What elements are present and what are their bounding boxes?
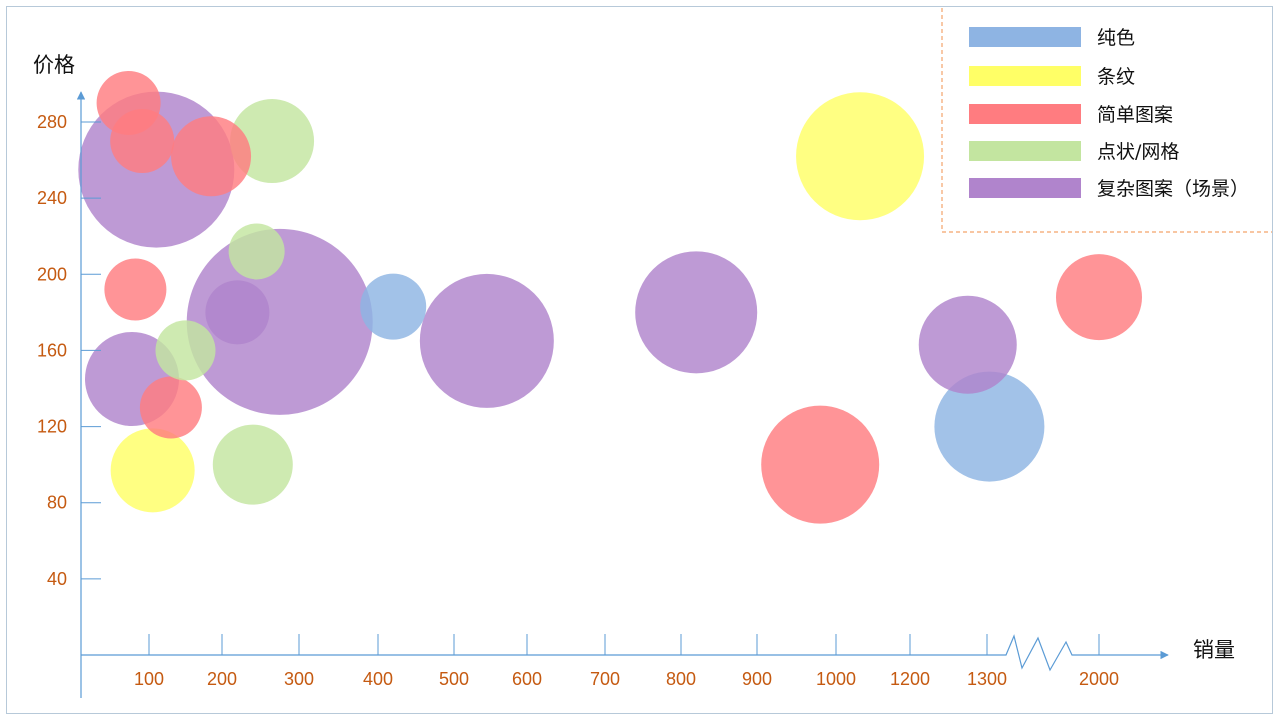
bubble-complex	[419, 273, 554, 408]
x-tick-label: 700	[590, 669, 620, 689]
x-tick-label: 2000	[1079, 669, 1119, 689]
x-tick-label: 400	[363, 669, 393, 689]
x-tick-label: 200	[207, 669, 237, 689]
bubble-dots	[212, 424, 293, 505]
legend-swatch-simple	[969, 104, 1081, 124]
legend-label-simple: 简单图案	[1097, 104, 1173, 126]
bubble-stripe	[796, 92, 925, 221]
legend-label-dots: 点状/网格	[1097, 141, 1179, 163]
legend-swatch-stripe	[969, 66, 1081, 86]
legend-swatch-dots	[969, 141, 1081, 161]
bubble-simple	[1056, 254, 1142, 341]
bubble-simple	[761, 405, 880, 524]
bubble-simple	[139, 376, 202, 439]
bubble-dots	[155, 320, 216, 381]
bubble-stripe	[110, 428, 195, 513]
x-tick-label: 600	[512, 669, 542, 689]
bubbles-layer	[78, 70, 1142, 524]
legend-label-complex: 复杂图案（场景）	[1097, 178, 1249, 200]
legend-label-stripe: 条纹	[1097, 66, 1135, 88]
x-tick-label: 1200	[890, 669, 930, 689]
y-tick-label: 40	[47, 569, 67, 589]
x-tick-label: 300	[284, 669, 314, 689]
bubble-complex	[918, 295, 1017, 394]
y-tick-label: 280	[37, 112, 67, 132]
bubble-complex	[635, 251, 758, 374]
chart-frame	[6, 6, 1273, 714]
x-axis-title: 销量	[1193, 638, 1235, 662]
legend-swatch-solid	[969, 27, 1081, 47]
x-tick-label: 900	[742, 669, 772, 689]
y-tick-label: 120	[37, 417, 67, 437]
bubble-simple	[171, 116, 252, 197]
y-ticks-layer: 40 80 120 160 200 240 280	[37, 112, 101, 589]
x-ticks-layer: 100 200 300 400 500 600 700 800 900 1000 1200 1300 2…	[134, 634, 1119, 689]
legend-label-solid: 纯色	[1097, 27, 1135, 49]
bubble-solid	[360, 273, 427, 340]
x-tick-label: 1000	[816, 669, 856, 689]
bubble-simple	[110, 109, 175, 174]
y-tick-label: 200	[37, 264, 67, 284]
y-tick-label: 160	[37, 340, 67, 360]
x-axis	[81, 634, 1169, 672]
bubble-simple	[104, 258, 167, 321]
bubble-complex	[205, 280, 270, 345]
bubble-dots	[228, 223, 285, 280]
bubble-dots	[230, 99, 315, 184]
x-tick-label: 100	[134, 669, 164, 689]
legend-swatch-complex	[969, 178, 1081, 198]
bubble-complex	[186, 228, 373, 415]
x-tick-label: 800	[666, 669, 696, 689]
y-tick-label: 240	[37, 188, 67, 208]
x-tick-label: 500	[439, 669, 469, 689]
legend-border	[941, 8, 1272, 233]
bubble-solid	[934, 371, 1045, 482]
x-tick-label: 1300	[967, 669, 1007, 689]
y-tick-label: 80	[47, 493, 67, 513]
y-axis-title: 价格	[33, 53, 75, 77]
